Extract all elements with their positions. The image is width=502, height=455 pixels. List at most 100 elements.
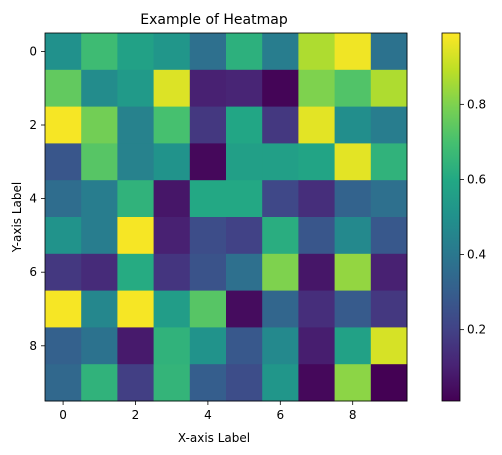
x-tick-label: 0 — [59, 408, 67, 422]
heatmap-cell — [334, 106, 372, 144]
heatmap-cell — [298, 290, 336, 328]
heatmap-cell — [226, 217, 263, 255]
x-axis-ticks: 0 2 4 6 8 — [59, 401, 357, 422]
heatmap-cell — [81, 290, 118, 328]
chart-title: Example of Heatmap — [140, 12, 288, 28]
x-tick-label: 6 — [276, 408, 284, 422]
y-tick-label: 2 — [29, 118, 37, 132]
heatmap-cell — [81, 364, 118, 402]
heatmap-cell — [262, 69, 299, 108]
x-axis-label: X-axis Label — [178, 431, 250, 445]
heatmap-cell — [370, 180, 408, 218]
plot-frame — [44, 32, 408, 402]
heatmap-cell — [189, 290, 227, 328]
heatmap-cell — [226, 69, 263, 108]
heatmap-cell — [117, 106, 155, 144]
heatmap-cell — [153, 364, 191, 402]
heatmap-cell — [45, 290, 82, 328]
heatmap-cell — [262, 327, 299, 365]
heatmap-cell — [226, 253, 263, 292]
heatmap-cell — [153, 290, 191, 328]
heatmap-cell — [189, 69, 227, 108]
x-tick-label: 4 — [204, 408, 212, 422]
heatmap-cell — [153, 106, 191, 144]
heatmap-cell — [298, 106, 336, 144]
heatmap-cell — [298, 217, 336, 255]
heatmap-cell — [189, 253, 227, 292]
heatmap-cell — [81, 253, 118, 292]
heatmap-cell — [298, 364, 336, 402]
heatmap-cell — [81, 33, 118, 71]
heatmap-cell — [262, 290, 299, 328]
heatmap-cell — [153, 33, 191, 71]
heatmap-cell — [153, 69, 191, 108]
heatmap-cell — [370, 69, 408, 108]
heatmap-cell — [298, 33, 336, 71]
heatmap-cell — [81, 143, 118, 181]
heatmap-cell — [45, 143, 82, 181]
heatmap-cell — [153, 143, 191, 181]
heatmap-cell — [153, 253, 191, 292]
y-tick-label: 4 — [29, 192, 37, 206]
heatmap-cell — [370, 143, 408, 181]
heatmap-cell — [334, 33, 372, 71]
heatmap-cell — [189, 327, 227, 365]
heatmap-cell — [81, 106, 118, 144]
y-tick-label: 6 — [29, 265, 37, 279]
heatmap-cell — [189, 33, 227, 71]
heatmap-cell — [45, 364, 82, 402]
heatmap-cell — [262, 217, 299, 255]
heatmap-cell — [81, 180, 118, 218]
heatmap-cell — [370, 290, 408, 328]
heatmap-cell — [298, 327, 336, 365]
colorbar-tick-label: 0.2 — [467, 323, 486, 337]
heatmap-cell — [298, 180, 336, 218]
heatmap-cell — [262, 180, 299, 218]
x-tick-label: 8 — [349, 408, 357, 422]
heatmap-cell — [334, 327, 372, 365]
heatmap-cell — [117, 33, 155, 71]
y-axis-ticks: 0 2 4 6 8 — [29, 44, 45, 353]
heatmap-cell — [189, 143, 227, 181]
heatmap-cell — [189, 180, 227, 218]
heatmap-cell — [117, 217, 155, 255]
heatmap-cell — [117, 253, 155, 292]
heatmap-cell — [334, 180, 372, 218]
heatmap-cell — [226, 106, 263, 144]
colorbar-ticks: 0.2 0.4 0.6 0.8 — [460, 97, 486, 337]
heatmap-cell — [370, 253, 408, 292]
heatmap-cell — [189, 364, 227, 402]
heatmap-cell — [226, 180, 263, 218]
heatmap-cell — [262, 143, 299, 181]
heatmap-cell — [153, 327, 191, 365]
y-tick-label: 8 — [29, 339, 37, 353]
heatmap-cell — [226, 33, 263, 71]
heatmap-cell — [189, 217, 227, 255]
heatmap-cell — [117, 327, 155, 365]
heatmap-cell — [45, 33, 82, 71]
heatmap-cell — [262, 364, 299, 402]
heatmap-cell — [45, 253, 82, 292]
heatmap-cell — [226, 327, 263, 365]
heatmap-cell — [298, 143, 336, 181]
heatmap-cell — [334, 253, 372, 292]
heatmap-cell — [334, 217, 372, 255]
heatmap-cell — [226, 364, 263, 402]
heatmap-cell — [189, 106, 227, 144]
heatmap-cell — [153, 217, 191, 255]
heatmap-cell — [45, 180, 82, 218]
colorbar — [441, 32, 461, 402]
heatmap-cell — [117, 290, 155, 328]
heatmap-cell — [370, 33, 408, 71]
colorbar-tick-label: 0.8 — [467, 97, 486, 111]
heatmap-cell — [334, 364, 372, 402]
heatmap-cell — [298, 253, 336, 292]
colorbar-tick-label: 0.6 — [467, 172, 486, 186]
y-tick-label: 0 — [29, 44, 37, 58]
heatmap-cell — [226, 143, 263, 181]
heatmap-cell — [117, 364, 155, 402]
heatmap-cell — [45, 69, 82, 108]
heatmap-cell — [298, 69, 336, 108]
heatmap-cell — [262, 253, 299, 292]
